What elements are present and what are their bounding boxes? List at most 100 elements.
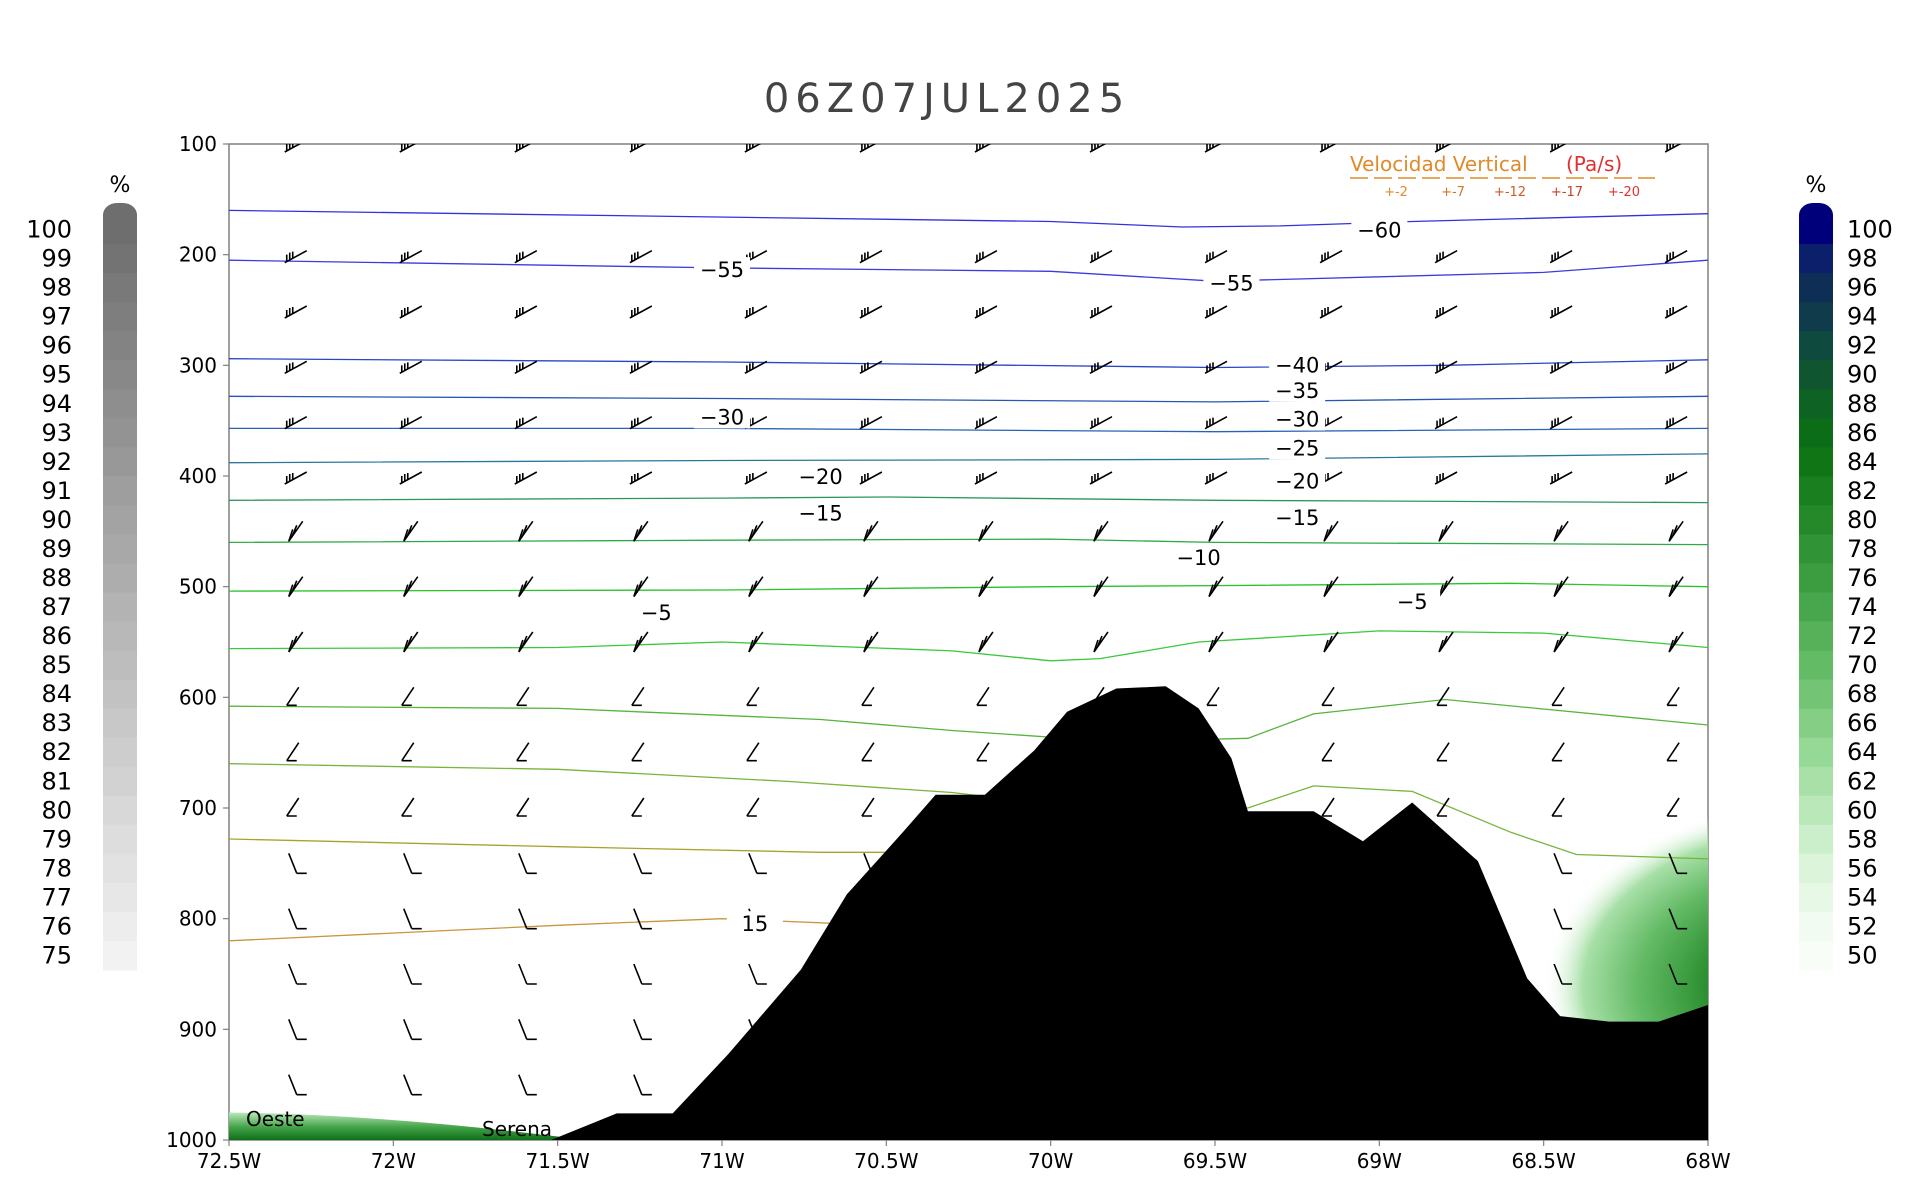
wind-barb <box>629 249 653 264</box>
wind-barb <box>633 576 649 598</box>
contour-label-bg <box>1269 352 1326 377</box>
wind-barb <box>403 908 422 930</box>
wind-barb <box>748 963 767 985</box>
contour-label-bg <box>1269 435 1326 460</box>
contour-label--5: −5 <box>1397 590 1428 614</box>
y-tick-label-200: 200 <box>179 243 217 267</box>
wind-barb <box>744 144 762 153</box>
wind-barb <box>629 360 653 375</box>
wind-barb <box>1089 471 1113 485</box>
x-tick-label-70W: 70W <box>1028 1149 1073 1173</box>
left-colorbar-label-79: 79 <box>41 825 72 853</box>
right-colorbar-label-88: 88 <box>1847 390 1878 418</box>
contour-label--40: −40 <box>1275 353 1319 377</box>
x-tick-label-72.5W: 72.5W <box>197 1149 262 1173</box>
wind-barb <box>287 520 304 542</box>
wind-barb <box>631 686 645 707</box>
right-colorbar-swatch <box>1799 563 1833 593</box>
wind-barb <box>1089 360 1113 375</box>
left-colorbar-label-80: 80 <box>41 796 72 824</box>
wind-barb <box>516 686 530 707</box>
wind-barb <box>1438 520 1454 542</box>
wind-barb <box>1551 742 1565 762</box>
left-colorbar-swatch <box>103 592 137 623</box>
contour-label--15: −15 <box>1275 506 1319 530</box>
legend-unit: (Pa/s) <box>1566 152 1622 176</box>
right-colorbar: % 10098969492908886848280787674727068666… <box>1799 173 1893 971</box>
contour-label--30: −30 <box>1275 408 1319 432</box>
left-colorbar-swatch <box>103 621 137 652</box>
wind-barb <box>514 144 532 153</box>
right-colorbar-swatch <box>1799 882 1833 913</box>
wind-barb <box>976 686 990 707</box>
wind-barb <box>514 471 538 485</box>
left-colorbar-swatch <box>103 418 137 448</box>
right-colorbar-label-96: 96 <box>1847 274 1878 302</box>
wind-barb <box>1093 520 1109 542</box>
right-colorbar-label-78: 78 <box>1847 535 1878 563</box>
legend-entry-4: +-20 <box>1608 185 1640 200</box>
wind-barb <box>748 576 764 598</box>
left-colorbar-swatch <box>103 389 137 419</box>
wind-barb <box>859 360 883 375</box>
contour-label--20: −20 <box>798 465 842 489</box>
wind-barb <box>629 471 653 485</box>
right-colorbar-label-56: 56 <box>1847 854 1878 882</box>
rh-shading-west <box>229 1112 589 1140</box>
wind-barb <box>1204 249 1228 264</box>
wind-barb <box>403 576 419 598</box>
contour-label-bg <box>1269 406 1326 431</box>
left-colorbar-swatch <box>103 505 137 535</box>
wind-barb <box>287 963 307 985</box>
wind-barb <box>1664 305 1688 319</box>
wind-barb <box>978 631 994 653</box>
wind-barb <box>514 305 538 319</box>
wind-barb <box>403 853 422 875</box>
wind-barb <box>1321 742 1335 762</box>
wind-barb <box>863 576 879 598</box>
right-colorbar-label-64: 64 <box>1847 738 1878 766</box>
left-colorbar-swatch <box>103 853 137 884</box>
y-tick-label-1000: 1000 <box>166 1128 217 1152</box>
left-colorbar-label-83: 83 <box>41 709 72 737</box>
left-colorbar-label-81: 81 <box>41 767 72 795</box>
wind-barb <box>1323 576 1339 598</box>
left-colorbar-swatch <box>103 273 137 303</box>
isotherm--20 <box>229 496 1708 504</box>
right-colorbar-swatch <box>1799 534 1833 564</box>
right-colorbar-swatch <box>1799 476 1833 506</box>
right-colorbar-swatch <box>1799 360 1833 390</box>
right-colorbar-label-82: 82 <box>1847 477 1878 505</box>
wind-barb <box>518 576 534 598</box>
contour-label--20: −20 <box>1275 470 1319 494</box>
wind-barb <box>974 144 992 153</box>
wind-barb <box>1323 520 1339 542</box>
wind-barb <box>629 144 647 153</box>
wind-barb <box>859 305 883 319</box>
wind-barb <box>518 1074 537 1096</box>
left-colorbar-swatch <box>103 911 137 942</box>
wind-barb <box>1436 686 1450 707</box>
wind-barb <box>1434 144 1452 153</box>
place-label-oeste: Oeste <box>246 1107 305 1131</box>
legend-entry-1: +-7 <box>1441 185 1465 200</box>
contour-label--5: −5 <box>641 601 672 625</box>
wind-barb <box>633 963 652 985</box>
wind-barb <box>1553 576 1569 598</box>
left-colorbar-label-94: 94 <box>41 390 72 418</box>
right-colorbar-swatch <box>1799 331 1833 361</box>
wind-barb <box>1553 520 1569 542</box>
wind-barb <box>514 415 538 430</box>
left-colorbar-label-93: 93 <box>41 419 72 447</box>
wind-barb <box>633 520 649 542</box>
wind-barb <box>518 631 534 653</box>
contour-labels: −60 −55 −55 −40−35 −30 −30 −25 −20 −20 −15 −15 −10 −… <box>628 217 1441 936</box>
x-tick-label-68.5W: 68.5W <box>1512 1149 1577 1173</box>
contour-label-bg <box>1384 589 1441 614</box>
wind-barb <box>1549 360 1573 375</box>
wind-barb <box>1089 415 1113 430</box>
wind-barb <box>974 471 998 485</box>
wind-barb <box>403 1019 422 1041</box>
wind-barb <box>1089 144 1107 153</box>
wind-barb <box>1089 249 1113 264</box>
